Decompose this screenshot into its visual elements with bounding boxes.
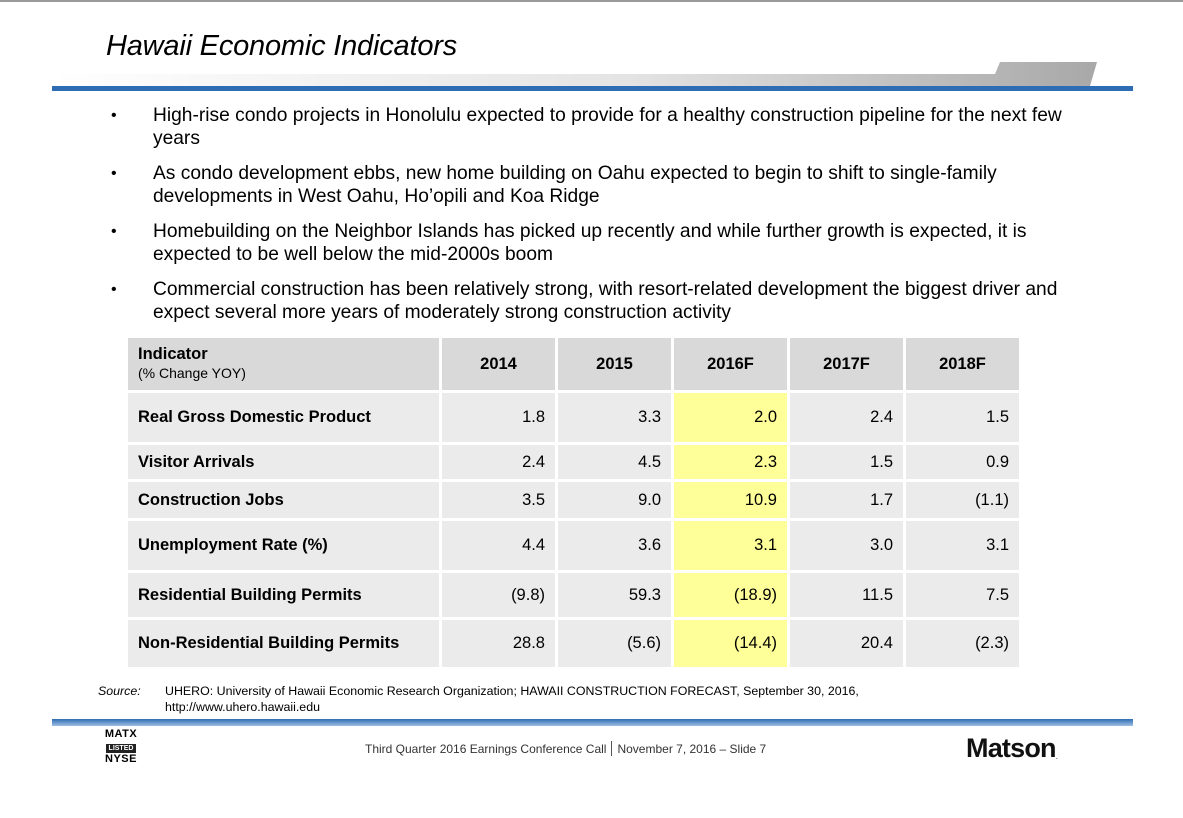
bullet-item: • As condo development ebbs, new home bu… (108, 162, 1108, 208)
table-cell: 9.0 (558, 479, 671, 518)
bullet-item: • Homebuilding on the Neighbor Islands h… (108, 220, 1108, 266)
table-row: Visitor Arrivals 2.4 4.5 2.3 1.5 0.9 (128, 442, 1019, 479)
table-cell: 7.5 (906, 570, 1019, 617)
bullet-text: High-rise condo projects in Honolulu exp… (153, 105, 1062, 149)
footer-event: Third Quarter 2016 Earnings Conference C… (365, 742, 607, 756)
title-gray-swoosh (52, 62, 1097, 86)
table-cell: 2.4 (442, 442, 555, 479)
table-cell: (1.1) (906, 479, 1019, 518)
bullet-text: Homebuilding on the Neighbor Islands has… (153, 221, 1027, 265)
source-line: UHERO: University of Hawaii Economic Res… (165, 684, 859, 698)
header-year: 2018F (906, 338, 1019, 390)
bullet-list: • High-rise condo projects in Honolulu e… (108, 104, 1108, 336)
source-url: http://www.uhero.hawaii.edu (165, 700, 320, 714)
header-year: 2015 (558, 338, 671, 390)
bullet-glyph: • (111, 281, 117, 298)
bullet-text: As condo development ebbs, new home buil… (153, 163, 997, 207)
table-cell: 2.4 (790, 390, 903, 442)
table-cell: 1.8 (442, 390, 555, 442)
table-cell: 1.7 (790, 479, 903, 518)
header-indicator-sub: (% Change YOY) (138, 365, 246, 381)
table-cell-highlight: 2.0 (674, 390, 787, 442)
header-year: 2016F (674, 338, 787, 390)
table-row: Unemployment Rate (%) 4.4 3.6 3.1 3.0 3.… (128, 518, 1019, 570)
badge-listed: LISTED (105, 744, 137, 753)
table-header-row: Indicator (% Change YOY) 2014 2015 2016F… (128, 338, 1019, 390)
table-cell: 20.4 (790, 617, 903, 667)
table-cell: 4.5 (558, 442, 671, 479)
table-cell: 0.9 (906, 442, 1019, 479)
table-cell: 3.0 (790, 518, 903, 570)
table-cell-highlight: 3.1 (674, 518, 787, 570)
row-label: Construction Jobs (128, 479, 439, 518)
row-label: Non-Residential Building Permits (128, 617, 439, 667)
row-label: Unemployment Rate (%) (128, 518, 439, 570)
header-indicator-label: Indicator (138, 345, 208, 363)
table-cell-highlight: (18.9) (674, 570, 787, 617)
row-label: Real Gross Domestic Product (128, 390, 439, 442)
table-cell: 3.1 (906, 518, 1019, 570)
badge-ticker: MATX (104, 728, 138, 740)
bullet-item: • High-rise condo projects in Honolulu e… (108, 104, 1108, 150)
table-cell: 3.3 (558, 390, 671, 442)
table-cell-highlight: 10.9 (674, 479, 787, 518)
bullet-item: • Commercial construction has been relat… (108, 278, 1108, 324)
table-row: Residential Building Permits (9.8) 59.3 … (128, 570, 1019, 617)
table-cell: (5.6) (558, 617, 671, 667)
table-cell-highlight: (14.4) (674, 617, 787, 667)
title-underline-bar (52, 62, 1133, 91)
table-cell: 1.5 (906, 390, 1019, 442)
table-row: Construction Jobs 3.5 9.0 10.9 1.7 (1.1) (128, 479, 1019, 518)
table-cell: 11.5 (790, 570, 903, 617)
bullet-text: Commercial construction has been relativ… (153, 279, 1058, 323)
slide-title: Hawaii Economic Indicators (106, 30, 457, 62)
table-cell-highlight: 2.3 (674, 442, 787, 479)
bullet-glyph: • (111, 223, 117, 240)
header-year: 2014 (442, 338, 555, 390)
title-blue-line (52, 86, 1133, 91)
table-row: Non-Residential Building Permits 28.8 (5… (128, 617, 1019, 667)
matson-logo: Matson. (966, 733, 1059, 764)
table-row: Real Gross Domestic Product 1.8 3.3 2.0 … (128, 390, 1019, 442)
source-text: UHERO: University of Hawaii Economic Res… (165, 683, 985, 715)
footer-date-slide: November 7, 2016 – Slide 7 (617, 742, 767, 756)
badge-exchange: NYSE (105, 753, 137, 765)
table-cell: 1.5 (790, 442, 903, 479)
logo-mark: . (1055, 752, 1059, 761)
header-indicator: Indicator (% Change YOY) (128, 338, 439, 390)
bullet-glyph: • (111, 165, 117, 182)
table-cell: 3.5 (442, 479, 555, 518)
row-label: Residential Building Permits (128, 570, 439, 617)
source-label: Source: (98, 684, 141, 698)
table-cell: 59.3 (558, 570, 671, 617)
nyse-badge: MATX LISTED NYSE (100, 729, 142, 765)
table-cell: (2.3) (906, 617, 1019, 667)
table-cell: 28.8 (442, 617, 555, 667)
footer-blue-bar (52, 719, 1133, 726)
footer-divider (611, 741, 613, 756)
table-cell: 3.6 (558, 518, 671, 570)
footer-caption: Third Quarter 2016 Earnings Conference C… (365, 741, 766, 756)
indicator-table: Indicator (% Change YOY) 2014 2015 2016F… (125, 338, 1022, 667)
footer-bar-fill (52, 719, 1133, 726)
bullet-glyph: • (111, 107, 117, 124)
table-cell: 4.4 (442, 518, 555, 570)
top-border (0, 0, 1183, 2)
header-year: 2017F (790, 338, 903, 390)
table-cell: (9.8) (442, 570, 555, 617)
logo-text: Matson (966, 733, 1057, 763)
row-label: Visitor Arrivals (128, 442, 439, 479)
